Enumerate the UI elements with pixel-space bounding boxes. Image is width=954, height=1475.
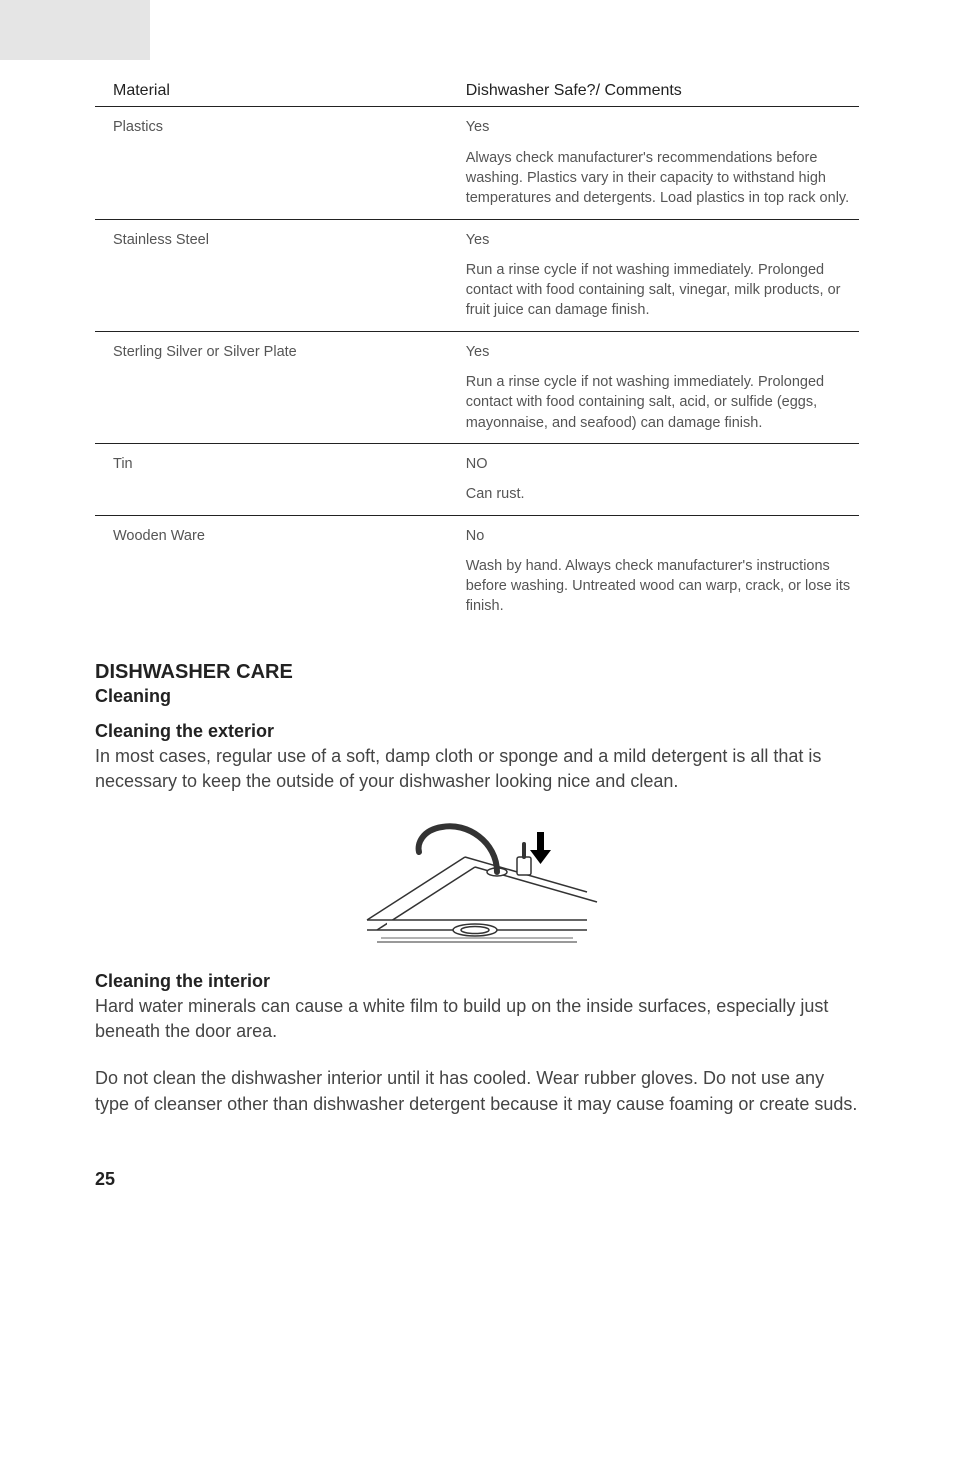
section-subtitle: Cleaning <box>95 686 859 707</box>
answer-cell: No <box>462 515 859 548</box>
table-header-row: Material Dishwasher Safe?/ Comments <box>95 74 859 107</box>
answer-cell: Yes <box>462 219 859 252</box>
detail-cell: Wash by hand. Always check manufacturer'… <box>462 548 859 625</box>
materials-table: Material Dishwasher Safe?/ Comments Plas… <box>95 74 859 625</box>
table-header-material: Material <box>95 74 462 107</box>
table-row: Plastics Yes <box>95 107 859 140</box>
answer-cell: Yes <box>462 331 859 364</box>
page-content: Material Dishwasher Safe?/ Comments Plas… <box>0 60 954 1240</box>
table-row: Run a rinse cycle if not washing immedia… <box>95 364 859 443</box>
interior-body-1: Hard water minerals can cause a white fi… <box>95 994 859 1044</box>
detail-cell: Can rust. <box>462 476 859 515</box>
table-row: Tin NO <box>95 443 859 476</box>
empty-cell <box>95 476 462 515</box>
material-cell: Stainless Steel <box>95 219 462 252</box>
material-cell: Plastics <box>95 107 462 140</box>
table-row: Run a rinse cycle if not washing immedia… <box>95 252 859 331</box>
material-cell: Wooden Ware <box>95 515 462 548</box>
empty-cell <box>95 548 462 625</box>
faucet-illustration <box>95 802 859 957</box>
answer-cell: NO <box>462 443 859 476</box>
interior-body-2: Do not clean the dishwasher interior unt… <box>95 1066 859 1116</box>
interior-heading: Cleaning the interior <box>95 971 859 992</box>
empty-cell <box>95 140 462 219</box>
table-row: Wooden Ware No <box>95 515 859 548</box>
page-number: 25 <box>95 1169 859 1190</box>
exterior-heading: Cleaning the exterior <box>95 721 859 742</box>
empty-cell <box>95 364 462 443</box>
detail-cell: Always check manufacturer's recommendati… <box>462 140 859 219</box>
table-row: Wash by hand. Always check manufacturer'… <box>95 548 859 625</box>
empty-cell <box>95 252 462 331</box>
page-header-tab <box>0 0 150 60</box>
exterior-body: In most cases, regular use of a soft, da… <box>95 744 859 794</box>
section-title: DISHWASHER CARE <box>95 661 859 684</box>
table-row: Stainless Steel Yes <box>95 219 859 252</box>
table-row: Always check manufacturer's recommendati… <box>95 140 859 219</box>
table-row: Can rust. <box>95 476 859 515</box>
detail-cell: Run a rinse cycle if not washing immedia… <box>462 364 859 443</box>
material-cell: Sterling Silver or Silver Plate <box>95 331 462 364</box>
detail-cell: Run a rinse cycle if not washing immedia… <box>462 252 859 331</box>
material-cell: Tin <box>95 443 462 476</box>
answer-cell: Yes <box>462 107 859 140</box>
table-row: Sterling Silver or Silver Plate Yes <box>95 331 859 364</box>
table-header-comments: Dishwasher Safe?/ Comments <box>462 74 859 107</box>
